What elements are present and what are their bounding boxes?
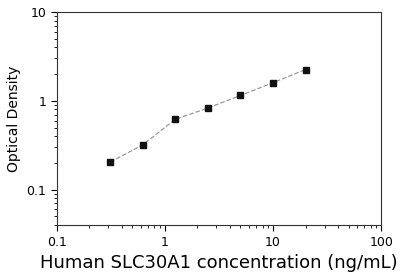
- Y-axis label: Optical Density: Optical Density: [7, 65, 21, 172]
- X-axis label: Human SLC30A1 concentration (ng/mL): Human SLC30A1 concentration (ng/mL): [40, 254, 398, 272]
